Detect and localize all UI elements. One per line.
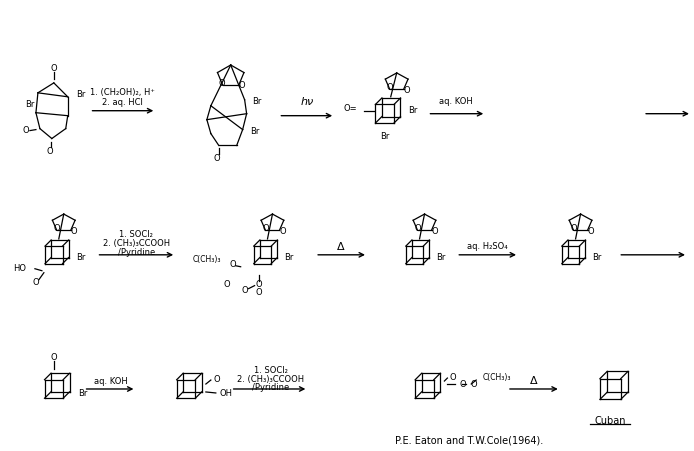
Text: O: O [279,227,286,236]
Text: C(CH₃)₃: C(CH₃)₃ [482,373,511,382]
Text: Br: Br [251,127,260,136]
Text: O: O [570,224,577,233]
Text: O: O [262,224,269,233]
Text: 1. SOCl₂: 1. SOCl₂ [119,230,153,239]
Text: O: O [23,126,29,135]
Text: O: O [223,280,230,289]
Text: Δ: Δ [530,376,538,386]
Text: O: O [471,380,477,388]
Text: 2. aq. HCl: 2. aq. HCl [102,98,143,107]
Text: 2. (CH₃)₃CCOOH: 2. (CH₃)₃CCOOH [237,374,304,383]
Text: Br: Br [593,253,602,262]
Text: Br: Br [78,390,87,398]
Text: Br: Br [76,253,85,262]
Text: O: O [51,353,57,362]
Text: Δ: Δ [337,242,345,252]
Text: O: O [587,227,594,236]
Text: O: O [239,81,245,90]
Text: 2. (CH₃)₃CCOOH: 2. (CH₃)₃CCOOH [103,239,170,249]
Text: O: O [218,79,225,88]
Text: 1. (CH₂OH)₂, H⁺: 1. (CH₂OH)₂, H⁺ [90,88,155,97]
Text: O: O [214,374,221,383]
Text: P.E. Eaton and T.W.Cole(1964).: P.E. Eaton and T.W.Cole(1964). [395,436,543,446]
Text: O: O [33,278,40,287]
Text: O=: O= [344,104,357,113]
Text: O: O [53,224,60,233]
Text: O: O [51,64,57,74]
Text: Br: Br [253,97,262,106]
Text: /Pyridine: /Pyridine [118,249,155,258]
Text: Br: Br [285,253,294,262]
Text: O: O [459,380,466,388]
Text: HO: HO [13,264,26,273]
Text: OH: OH [220,390,232,398]
Text: O: O [414,224,421,233]
Text: aq. H₂SO₄: aq. H₂SO₄ [467,242,507,251]
Text: Br: Br [76,90,85,99]
Text: O: O [230,260,236,269]
Text: O: O [431,227,438,236]
Text: Br: Br [26,100,35,109]
Text: O: O [255,288,262,297]
Text: 1. SOCl₂: 1. SOCl₂ [253,366,287,375]
Text: Br: Br [409,106,418,115]
Text: O: O [450,373,456,382]
Text: O: O [255,280,262,289]
Text: O: O [387,83,393,92]
Text: aq. KOH: aq. KOH [439,97,473,106]
Text: O: O [214,154,220,163]
Text: O: O [70,227,77,236]
Text: /Pyridine: /Pyridine [252,383,289,392]
Text: hν: hν [301,97,314,107]
Text: O: O [46,147,53,156]
Text: C(CH₃)₃: C(CH₃)₃ [192,255,221,264]
Text: Cuban: Cuban [595,416,626,426]
Text: Br: Br [437,253,446,262]
Text: O: O [403,86,410,95]
Text: O: O [242,286,248,295]
Text: Br: Br [380,132,389,141]
Text: aq. KOH: aq. KOH [94,377,127,386]
